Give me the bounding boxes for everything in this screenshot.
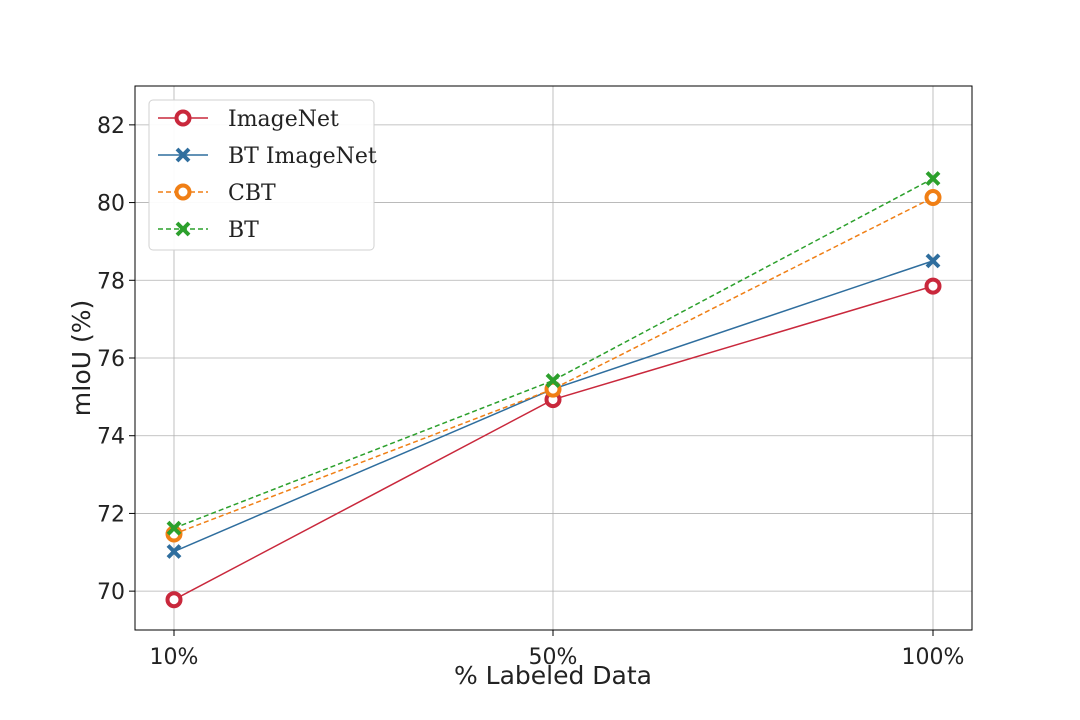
data-point: [545, 373, 561, 388]
data-point: [924, 189, 942, 207]
data-point: [165, 591, 183, 609]
y-tick-label: 72: [97, 502, 125, 527]
legend-marker: [174, 183, 192, 201]
y-tick-label: 78: [97, 269, 125, 294]
legend-item: BT: [158, 218, 259, 243]
legend-label: BT: [228, 218, 259, 243]
legend-item: CBT: [158, 181, 276, 206]
data-point: [166, 520, 182, 536]
y-tick-label: 80: [97, 192, 125, 217]
x-tick-label: 50%: [529, 645, 578, 670]
data-point: [166, 544, 182, 559]
marker-stroke: [545, 373, 561, 388]
legend-label: CBT: [228, 181, 276, 206]
marker-stroke: [925, 253, 941, 269]
marker-stroke: [925, 171, 941, 186]
x-tick-label: 100%: [902, 645, 965, 670]
legend-marker: [175, 221, 191, 237]
y-tick-label: 76: [97, 347, 125, 372]
legend-marker: [174, 109, 192, 127]
data-point: [925, 253, 941, 269]
y-axis-title: mIoU (%): [67, 300, 96, 417]
y-tick-label: 74: [97, 425, 125, 450]
x-tick-label: 10%: [150, 645, 199, 670]
series-line: [173, 196, 934, 535]
marker-stroke: [175, 221, 191, 237]
legend-label: BT ImageNet: [228, 144, 377, 169]
y-tick-label: 70: [97, 580, 125, 605]
legend: ImageNet BT ImageNet CBT BT: [148, 99, 377, 251]
legend-box: [148, 99, 375, 251]
legend-item: BT ImageNet: [158, 144, 377, 169]
legend-item: ImageNet: [158, 107, 339, 132]
y-tick-label: 82: [97, 114, 125, 139]
marker-stroke: [175, 147, 191, 163]
axis-ticks: 10% 50% 100% 70 72 74 76 78 80 82: [97, 114, 964, 670]
x-axis-title: % Labeled Data: [454, 661, 652, 690]
legend-label: ImageNet: [228, 107, 339, 132]
series-bt: [166, 171, 941, 536]
marker-stroke: [166, 520, 182, 536]
series-group: [165, 171, 942, 609]
legend-marker: [175, 147, 191, 163]
series-cbt: [165, 189, 942, 543]
marker-stroke: [166, 544, 182, 559]
data-point: [925, 171, 941, 186]
data-point: [924, 277, 942, 295]
